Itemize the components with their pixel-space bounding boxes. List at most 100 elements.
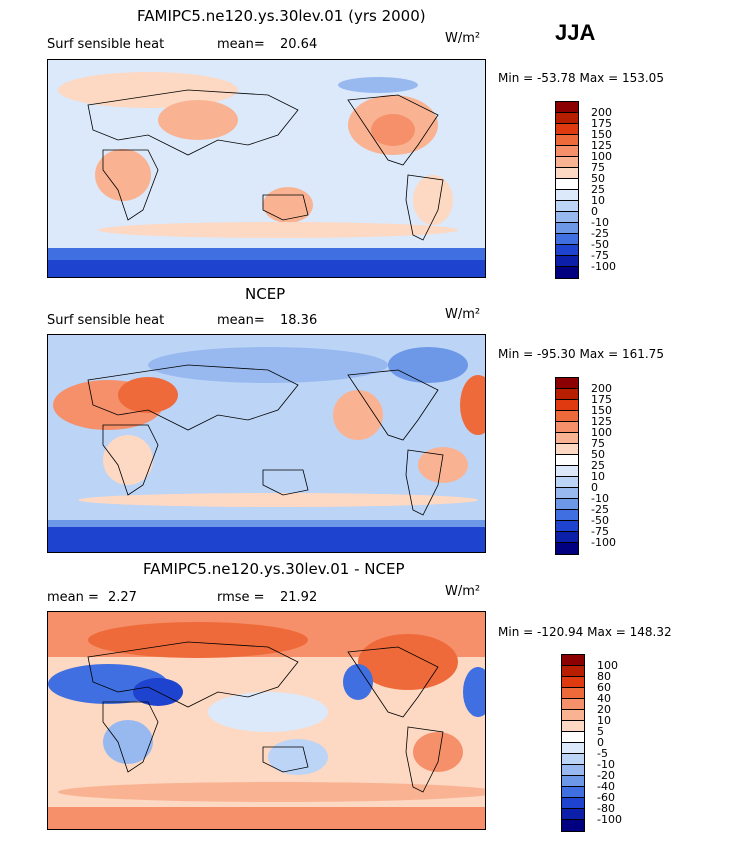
colorbar-level-label: 0: [591, 205, 598, 218]
colorbar-swatch: [556, 190, 578, 201]
colorbar-level-label: -10: [597, 758, 615, 771]
colorbar-swatch: [556, 433, 578, 444]
panel3-map: [47, 611, 486, 830]
colorbar-swatch: [562, 776, 584, 787]
panel2-colorbar: [555, 377, 579, 555]
colorbar-swatch: [556, 466, 578, 477]
colorbar-swatch: [556, 400, 578, 411]
panel3-rmse-value: 21.92: [280, 590, 318, 605]
panel1-colorbar: [555, 101, 579, 279]
colorbar-level-label: 80: [597, 670, 611, 683]
colorbar-level-label: -100: [597, 813, 622, 826]
colorbar-swatch: [562, 699, 584, 710]
colorbar-swatch: [562, 798, 584, 809]
colorbar-level-label: -75: [591, 249, 609, 262]
panel3-rmse-label: rmse =: [217, 590, 265, 605]
colorbar-level-label: 100: [597, 659, 618, 672]
panel3-title: FAMIPC5.ne120.ys.30lev.01 - NCEP: [143, 560, 405, 578]
colorbar-swatch: [556, 256, 578, 267]
panel1-mean-label: mean=: [217, 37, 265, 52]
colorbar-swatch: [556, 521, 578, 532]
colorbar-level-label: -5: [597, 747, 608, 760]
colorbar-level-label: 100: [591, 426, 612, 439]
colorbar-level-label: 125: [591, 139, 612, 152]
panel3-mean-value: 2.27: [108, 590, 137, 605]
colorbar-swatch: [562, 743, 584, 754]
panel1-map-field: [48, 60, 485, 277]
colorbar-level-label: 175: [591, 117, 612, 130]
colorbar-swatch: [556, 124, 578, 135]
colorbar-level-label: 0: [591, 481, 598, 494]
colorbar-level-label: 50: [591, 448, 605, 461]
colorbar-level-label: 25: [591, 459, 605, 472]
colorbar-swatch: [562, 710, 584, 721]
colorbar-level-label: 150: [591, 404, 612, 417]
colorbar-swatch: [562, 765, 584, 776]
colorbar-swatch: [556, 157, 578, 168]
colorbar-swatch: [562, 732, 584, 743]
colorbar-swatch: [556, 422, 578, 433]
colorbar-swatch: [556, 212, 578, 223]
panel2-title: NCEP: [245, 285, 286, 303]
colorbar-swatch: [562, 754, 584, 765]
colorbar-level-label: -80: [597, 802, 615, 815]
colorbar-level-label: 50: [591, 172, 605, 185]
colorbar-level-label: -75: [591, 525, 609, 538]
panel2-units: W/m²: [445, 307, 481, 322]
colorbar-swatch: [556, 135, 578, 146]
colorbar-swatch: [556, 201, 578, 212]
colorbar-level-label: 40: [597, 692, 611, 705]
colorbar-level-label: 75: [591, 161, 605, 174]
colorbar-swatch: [562, 688, 584, 699]
colorbar-level-label: 100: [591, 150, 612, 163]
panel3-mean-label: mean =: [47, 590, 99, 605]
panel3-map-field: [48, 612, 485, 829]
colorbar-swatch: [556, 102, 578, 113]
colorbar-level-label: 125: [591, 415, 612, 428]
colorbar-swatch: [556, 179, 578, 190]
panel3-minmax: Min = -120.94 Max = 148.32: [498, 625, 672, 639]
colorbar-level-label: 10: [597, 714, 611, 727]
colorbar-swatch: [556, 444, 578, 455]
colorbar-level-label: 20: [597, 703, 611, 716]
colorbar-swatch: [556, 168, 578, 179]
colorbar-level-label: -10: [591, 216, 609, 229]
colorbar-swatch: [556, 510, 578, 521]
panel2-minmax: Min = -95.30 Max = 161.75: [498, 347, 664, 361]
colorbar-swatch: [556, 223, 578, 234]
panel2-mean-label: mean=: [217, 313, 265, 328]
colorbar-level-label: 10: [591, 470, 605, 483]
colorbar-swatch: [556, 245, 578, 256]
colorbar-level-label: -60: [597, 791, 615, 804]
colorbar-swatch: [556, 378, 578, 389]
colorbar-level-label: 200: [591, 106, 612, 119]
colorbar-swatch: [562, 721, 584, 732]
colorbar-level-label: -50: [591, 514, 609, 527]
colorbar-swatch: [556, 455, 578, 466]
colorbar-level-label: 10: [591, 194, 605, 207]
panel1-units: W/m²: [445, 31, 481, 46]
panel3-units: W/m²: [445, 584, 481, 599]
colorbar-swatch: [556, 267, 578, 278]
colorbar-level-label: -100: [591, 536, 616, 549]
season-label: JJA: [555, 20, 596, 45]
colorbar-level-label: 150: [591, 128, 612, 141]
colorbar-level-label: 25: [591, 183, 605, 196]
panel2-map: [47, 334, 486, 553]
colorbar-swatch: [556, 113, 578, 124]
panel1-mean-value: 20.64: [280, 37, 318, 52]
colorbar-swatch: [556, 389, 578, 400]
colorbar-swatch: [556, 499, 578, 510]
colorbar-swatch: [562, 677, 584, 688]
panel1-minmax: Min = -53.78 Max = 153.05: [498, 71, 664, 85]
colorbar-level-label: 75: [591, 437, 605, 450]
colorbar-swatch: [556, 477, 578, 488]
colorbar-level-label: -100: [591, 260, 616, 273]
panel2-mean-value: 18.36: [280, 313, 318, 328]
panel1-title: FAMIPC5.ne120.ys.30lev.01 (yrs 2000): [137, 7, 426, 25]
colorbar-level-label: 200: [591, 382, 612, 395]
colorbar-level-label: -25: [591, 227, 609, 240]
colorbar-swatch: [556, 234, 578, 245]
panel1-map: [47, 59, 486, 278]
colorbar-swatch: [562, 787, 584, 798]
